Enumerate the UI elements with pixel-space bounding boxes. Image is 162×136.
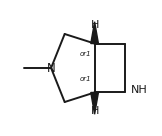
- Text: or1: or1: [80, 76, 91, 82]
- Text: or1: or1: [80, 51, 91, 57]
- Polygon shape: [91, 22, 98, 44]
- Text: H: H: [90, 20, 99, 30]
- Text: N: N: [47, 61, 55, 75]
- Polygon shape: [91, 92, 98, 114]
- Text: NH: NH: [131, 85, 148, 95]
- Text: H: H: [90, 106, 99, 116]
